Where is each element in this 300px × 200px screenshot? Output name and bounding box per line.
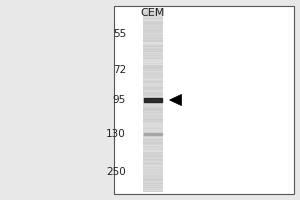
Text: 95: 95 [113,95,126,105]
Text: 72: 72 [113,65,126,75]
Bar [114,6,294,194]
Polygon shape [169,94,181,106]
Text: 55: 55 [113,29,126,39]
Text: CEM: CEM [141,8,165,18]
Bar [143,8,163,192]
Text: 130: 130 [106,129,126,139]
Text: 250: 250 [106,167,126,177]
